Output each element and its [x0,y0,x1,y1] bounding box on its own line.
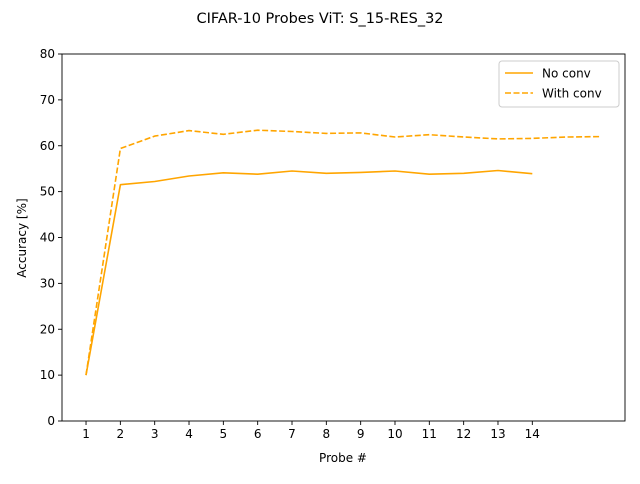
y-tick-label: 40 [40,231,55,245]
legend-label-2: With conv [542,87,602,101]
y-axis-label: Accuracy [%] [15,198,29,277]
legend: No conv With conv [498,60,620,108]
x-tick-label: 6 [254,427,262,441]
x-axis-label: Probe # [319,451,367,465]
x-tick-label: 7 [288,427,296,441]
x-tick-label: 14 [525,427,540,441]
y-tick-label: 70 [40,93,55,107]
y-tick-label: 50 [40,185,55,199]
axes-frame [61,53,626,422]
x-tick-label: 2 [117,427,125,441]
y-tick-label: 60 [40,139,55,153]
x-tick-label: 12 [456,427,471,441]
x-tick-label: 4 [185,427,193,441]
y-tick-label: 0 [47,414,55,428]
x-tick-label: 1 [82,427,90,441]
plot-layer [85,129,602,376]
series-line-1 [85,169,533,376]
legend-label-1: No conv [542,67,591,81]
x-tick-label: 11 [422,427,437,441]
y-tick-label: 10 [40,368,55,382]
x-tick-label: 5 [220,427,228,441]
series-line-2 [85,129,602,376]
x-tick-label: 8 [323,427,331,441]
x-tick-label: 3 [151,427,159,441]
y-tick-label: 20 [40,322,55,336]
chart-title: CIFAR-10 Probes ViT: S_15-RES_32 [196,11,443,27]
y-tick-label: 80 [40,47,55,61]
x-tick-label: 9 [357,427,365,441]
y-tick-label: 30 [40,276,55,290]
x-tick-label: 13 [490,427,505,441]
x-tick-label: 10 [387,427,402,441]
